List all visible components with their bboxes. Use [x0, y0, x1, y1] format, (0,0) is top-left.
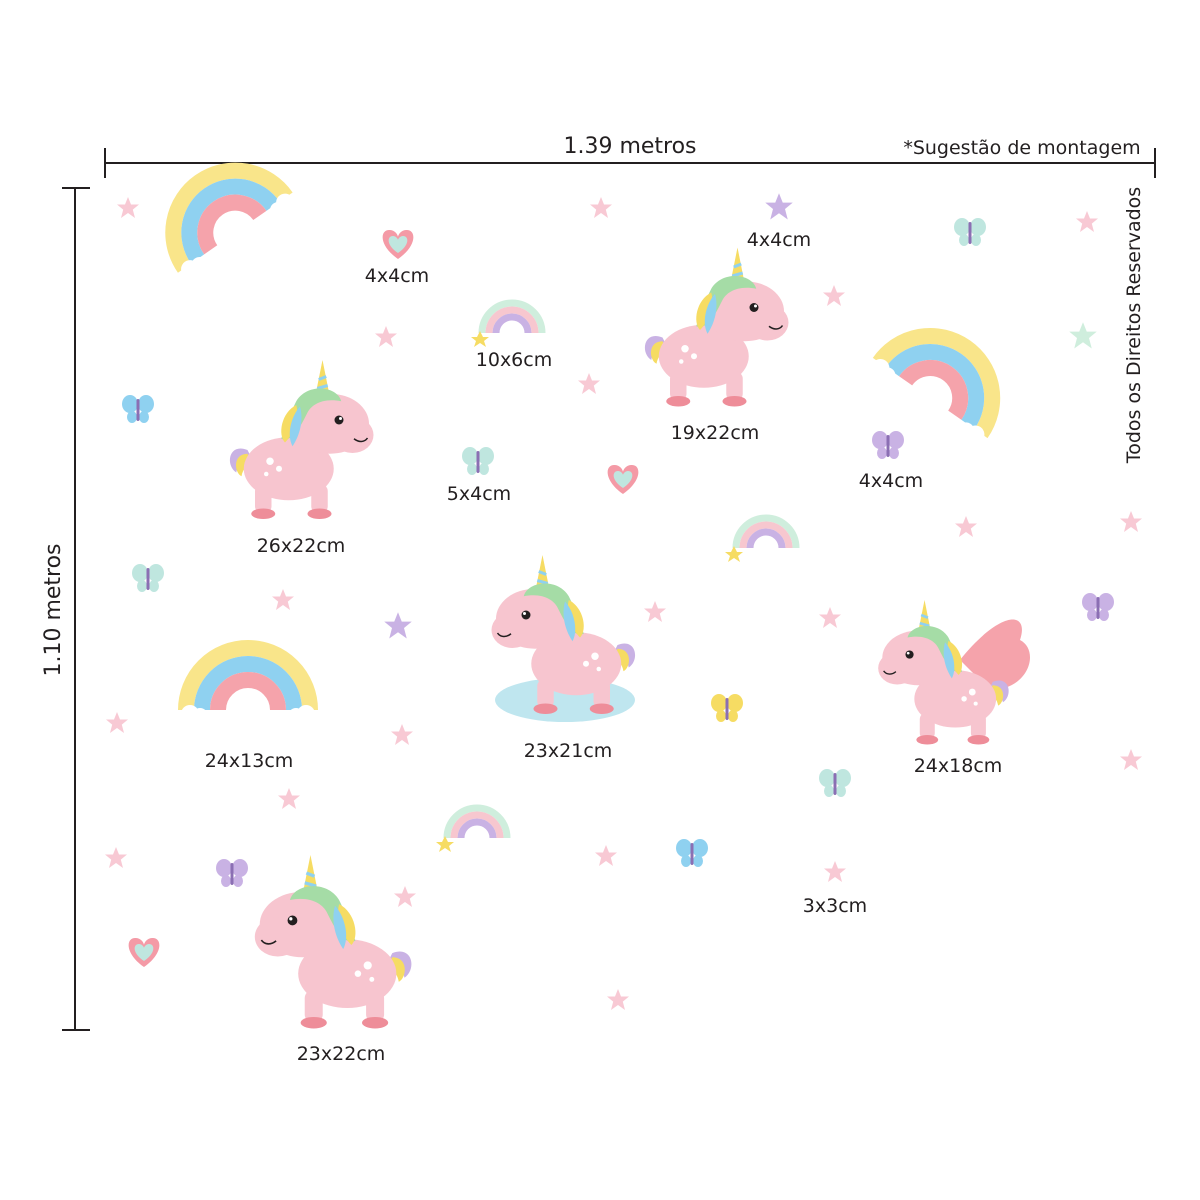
- height-label: 1.10 metros: [41, 543, 66, 676]
- star: [117, 197, 139, 218]
- star: [1076, 211, 1098, 232]
- star: [278, 788, 300, 809]
- size-label: 24x13cm: [205, 750, 294, 772]
- star: [595, 845, 617, 866]
- star: [1120, 749, 1142, 770]
- dimension-lines: [62, 148, 1156, 1031]
- star: [394, 886, 416, 907]
- stars: [105, 197, 1142, 1010]
- size-label: 19x22cm: [671, 422, 760, 444]
- copyright: Todos os Direitos Reservados: [1123, 187, 1145, 464]
- star: [105, 847, 127, 868]
- size-label: 23x22cm: [297, 1043, 386, 1065]
- note: *Sugestão de montagem: [903, 137, 1140, 159]
- star: [819, 607, 841, 628]
- size-label: 23x21cm: [524, 740, 613, 762]
- size-label: 24x18cm: [914, 755, 1003, 777]
- size-label: 4x4cm: [859, 470, 923, 492]
- star: [823, 285, 845, 306]
- star: [824, 861, 846, 882]
- size-labels: 4x4cm 4x4cm 10x6cm 19x22cm 4x4cm 26x22cm…: [205, 229, 1003, 1065]
- size-label: 3x3cm: [803, 895, 867, 917]
- star: [375, 326, 397, 347]
- star: [1120, 511, 1142, 532]
- star: [590, 197, 612, 218]
- star: [106, 712, 128, 733]
- star: [272, 589, 294, 610]
- size-label: 5x4cm: [447, 483, 511, 505]
- size-label: 4x4cm: [365, 265, 429, 287]
- star: [391, 724, 413, 745]
- artwork: [122, 143, 1114, 1031]
- size-label: 26x22cm: [257, 535, 346, 557]
- size-label: 10x6cm: [476, 349, 552, 371]
- star: [955, 516, 977, 537]
- star: [578, 373, 600, 394]
- size-label: 4x4cm: [747, 229, 811, 251]
- star: [607, 989, 629, 1010]
- width-label: 1.39 metros: [563, 134, 696, 159]
- star: [644, 601, 666, 622]
